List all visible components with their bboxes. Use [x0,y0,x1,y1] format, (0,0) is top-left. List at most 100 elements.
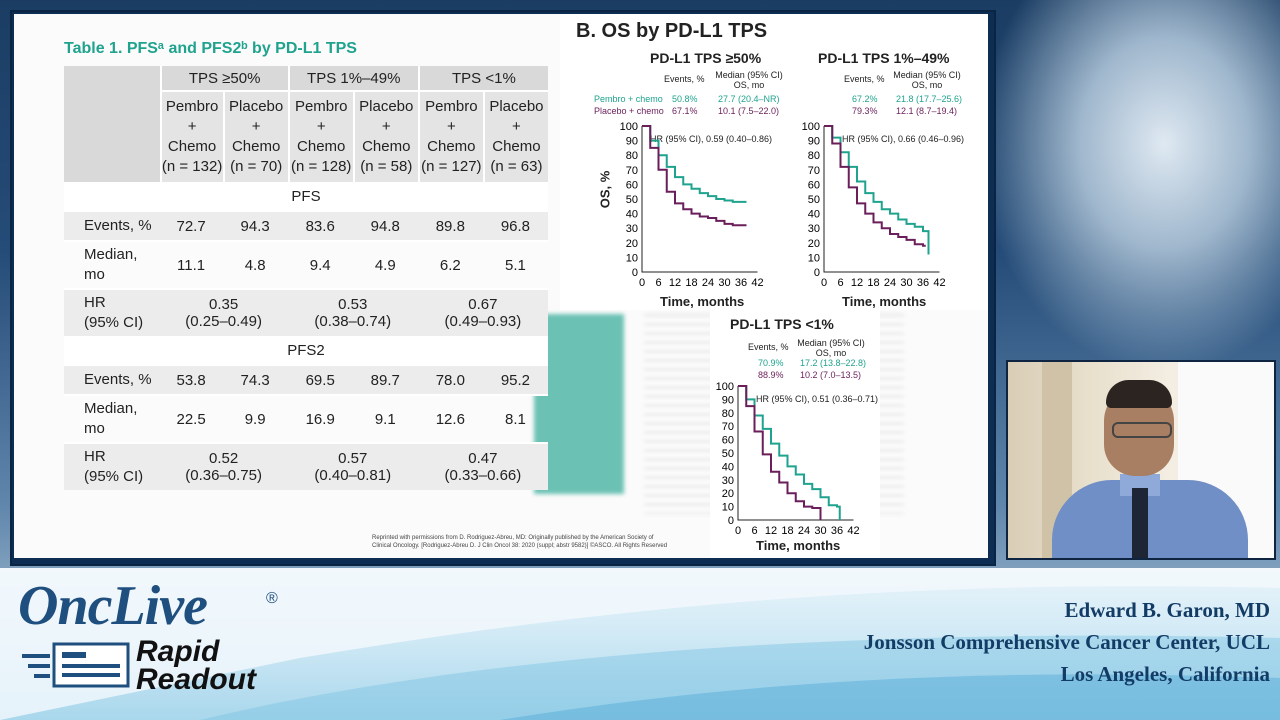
y-tick-label: 50 [808,194,820,206]
y-tick-label: 60 [626,179,638,191]
studio-background [990,0,1280,360]
y-tick-label: 80 [722,408,734,420]
x-tick-label: 0 [639,277,645,289]
table-row: Events, % 53.8 74.3 69.5 89.7 78.0 95.2 [64,364,548,394]
y-tick-label: 60 [722,435,734,447]
y-tick-label: 10 [626,252,638,264]
citation: Reprinted with permissions from D. Rodri… [372,535,668,549]
hazard-ratio: HR (95% CI), 0.66 (0.46–0.96) [842,134,965,144]
arm-header: Placebo + Chemo (n = 63) [482,90,548,182]
col-events-header: Events, % [664,74,705,84]
pembro-chemo-curve [824,125,930,255]
x-axis-label: Time, months [842,294,927,309]
events-value: 88.9% [758,370,784,380]
y-tick-label: 0 [814,267,820,279]
x-tick-label: 18 [867,277,879,289]
table-row: Median, mo 11.1 4.8 9.4 4.9 6.2 5.1 [64,240,548,288]
y-tick-label: 30 [808,223,820,235]
y-tick-label: 40 [722,461,734,473]
y-tick-label: 0 [632,267,638,279]
x-tick-label: 18 [685,277,697,289]
y-tick-label: 90 [808,136,820,148]
x-tick-label: 18 [781,525,793,537]
km-panel-title: PD-L1 TPS <1% [730,316,834,332]
x-tick-label: 0 [735,525,741,537]
arm-header: Placebo + Chemo (n = 70) [222,90,288,182]
brand-registered: ® [266,590,278,607]
x-tick-label: 42 [933,277,945,289]
y-tick-label: 10 [722,502,734,514]
col-events-header: Events, % [844,74,885,84]
table-row: HR (95% CI) 0.35 (0.25–0.49) 0.53 (0.38–0.7… [64,288,548,336]
arm-header: Placebo + Chemo (n = 58) [352,90,418,182]
x-tick-label: 30 [718,277,730,289]
km-axis [737,386,854,521]
table-row: Median, mo 22.5 9.9 16.9 9.1 12.6 8.1 [64,394,548,442]
col-median-header: Median (95% CI) OS, mo [893,70,961,90]
y-tick-label: 30 [626,223,638,235]
speaker-name: Edward B. Garon, MD [1064,598,1270,622]
events-value: 50.8% [672,94,698,104]
x-tick-label: 42 [847,525,859,537]
y-tick-label: 40 [808,209,820,221]
arm-label: Pembro + chemo [594,94,663,104]
median-value: 21.8 (17.7–25.6) [896,94,963,104]
y-tick-label: 20 [626,238,638,250]
speaker-location: Los Angeles, California [1060,662,1270,686]
x-tick-label: 30 [814,525,826,537]
y-tick-label: 70 [626,165,638,177]
group-header: TPS 1%–49% [287,66,418,90]
y-tick-label: 80 [808,150,820,162]
km-top-panel [560,14,988,310]
y-tick-label: 30 [722,475,734,487]
blurred-poster-panel [534,314,624,494]
x-tick-label: 12 [851,277,863,289]
y-tick-label: 50 [722,448,734,460]
hazard-ratio: HR (95% CI), 0.59 (0.40–0.86) [650,134,773,144]
placebo-chemo-curve [642,125,747,227]
table-title: Table 1. PFSᵃ and PFS2ᵇ by PD-L1 TPS [64,40,357,57]
placebo-chemo-curve [824,125,926,247]
pfs-table: TPS ≥50% TPS 1%–49% TPS <1% Pembro + Chemo… [64,66,548,490]
x-axis-label: Time, months [756,538,841,553]
median-value: 12.1 (8.7–19.4) [896,106,958,116]
speaker-video [1006,360,1276,560]
km-panel-title: PD-L1 TPS ≥50% [650,50,762,66]
y-tick-label: 80 [626,150,638,162]
header-blank [64,66,160,182]
table-row: HR (95% CI) 0.52 (0.36–0.75) 0.57 (0.40–0.8… [64,442,548,490]
y-tick-label: 70 [808,165,820,177]
km-axis [823,126,940,273]
events-value: 67.1% [672,106,698,116]
y-tick-label: 90 [722,394,734,406]
x-tick-label: 36 [917,277,929,289]
brand-logo: OncLive [18,575,208,637]
x-tick-label: 12 [669,277,681,289]
section-label-pfs: PFS [64,182,548,210]
x-tick-label: 6 [837,277,843,289]
x-axis-label: Time, months [660,294,745,309]
x-tick-label: 6 [655,277,661,289]
arm-header: Pembro + Chemo (n = 132) [159,90,223,182]
section-label-pfs2: PFS2 [64,336,548,364]
y-tick-label: 20 [808,238,820,250]
y-tick-label: 10 [808,252,820,264]
y-tick-label: 100 [620,121,638,133]
km-panel-title: PD-L1 TPS 1%–49% [818,50,950,66]
y-tick-label: 70 [722,421,734,433]
slide: Table 1. PFSᵃ and PFS2ᵇ by PD-L1 TPS TPS… [14,14,988,558]
median-value: 10.2 (7.0–13.5) [800,370,862,380]
y-tick-label: 0 [728,515,734,527]
arm-header: Pembro + Chemo (n = 127) [417,90,483,182]
y-tick-label: 100 [716,381,734,393]
x-tick-label: 36 [735,277,747,289]
events-value: 70.9% [758,358,784,368]
pembro-chemo-curve [738,385,841,520]
brand-subtitle: Rapid Readout [136,635,256,696]
x-tick-label: 24 [884,277,896,289]
speaker-affiliation: Jonsson Comprehensive Cancer Center, UCL [863,630,1270,654]
x-tick-label: 0 [821,277,827,289]
arm-header: Pembro + Chemo (n = 128) [287,90,353,182]
table-row: Events, % 72.7 94.3 83.6 94.8 89.8 96.8 [64,210,548,240]
